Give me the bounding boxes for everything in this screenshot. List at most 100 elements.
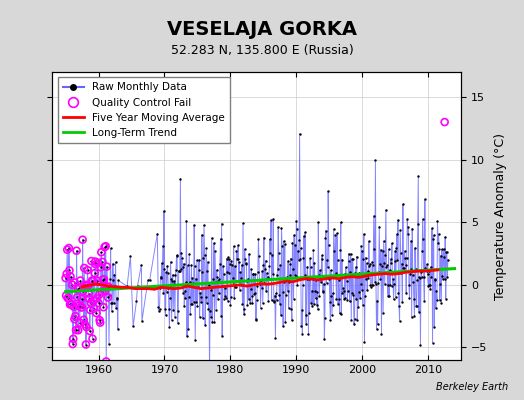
Point: [239, 220, 247, 226]
Point: [286, 261, 294, 267]
Point: [217, 220, 226, 227]
Point: [293, 226, 301, 232]
Point: [318, 256, 326, 262]
Point: [262, 288, 270, 294]
Point: [110, 300, 118, 307]
Point: [264, 298, 272, 304]
Point: [313, 288, 321, 295]
Point: [302, 321, 310, 327]
Point: [345, 298, 354, 305]
Point: [366, 261, 374, 267]
Point: [284, 258, 292, 264]
Point: [68, 301, 76, 308]
Legend: Raw Monthly Data, Quality Control Fail, Five Year Moving Average, Long-Term Tren: Raw Monthly Data, Quality Control Fail, …: [58, 77, 230, 143]
Point: [392, 244, 400, 251]
Point: [441, 276, 449, 282]
Point: [199, 315, 207, 321]
Point: [82, 324, 91, 330]
Point: [295, 237, 303, 243]
Point: [254, 236, 263, 243]
Point: [272, 297, 281, 303]
Point: [432, 305, 440, 311]
Point: [217, 313, 225, 320]
Point: [381, 252, 389, 258]
Point: [107, 308, 116, 314]
Point: [233, 256, 241, 262]
Point: [412, 303, 421, 309]
Point: [255, 253, 263, 260]
Point: [416, 275, 424, 281]
Point: [424, 282, 432, 289]
Point: [300, 272, 309, 278]
Point: [85, 296, 93, 302]
Point: [234, 242, 242, 248]
Point: [97, 249, 105, 256]
Point: [328, 293, 336, 300]
Point: [305, 310, 314, 316]
Point: [99, 304, 107, 310]
Point: [343, 296, 352, 303]
Point: [237, 275, 246, 282]
Point: [422, 267, 431, 274]
Point: [71, 279, 79, 286]
Point: [337, 256, 346, 263]
Point: [303, 275, 312, 281]
Point: [185, 251, 193, 258]
Point: [433, 218, 442, 224]
Point: [72, 248, 81, 254]
Point: [425, 268, 433, 274]
Point: [71, 313, 80, 319]
Point: [240, 311, 248, 318]
Point: [233, 256, 242, 262]
Point: [302, 276, 311, 282]
Point: [201, 322, 209, 328]
Point: [98, 259, 106, 265]
Point: [97, 288, 106, 295]
Point: [219, 283, 227, 290]
Point: [416, 341, 424, 348]
Point: [71, 313, 80, 319]
Point: [230, 243, 238, 250]
Point: [390, 281, 398, 287]
Point: [104, 284, 113, 290]
Point: [275, 292, 283, 298]
Point: [375, 269, 383, 276]
Point: [215, 276, 224, 282]
Point: [204, 258, 212, 265]
Point: [74, 327, 82, 334]
Point: [368, 282, 377, 288]
Point: [67, 301, 75, 307]
Point: [278, 243, 286, 249]
Point: [287, 306, 296, 312]
Point: [442, 248, 451, 255]
Point: [165, 324, 173, 330]
Point: [211, 279, 220, 286]
Point: [205, 369, 214, 376]
Point: [187, 262, 195, 269]
Point: [227, 258, 236, 264]
Point: [273, 272, 281, 278]
Point: [422, 266, 430, 273]
Point: [345, 258, 353, 264]
Point: [68, 282, 77, 288]
Point: [366, 282, 375, 288]
Point: [129, 323, 137, 330]
Point: [87, 258, 95, 264]
Point: [313, 306, 322, 313]
Point: [184, 326, 192, 332]
Point: [222, 255, 231, 262]
Point: [61, 275, 70, 281]
Point: [299, 254, 308, 261]
Point: [164, 284, 172, 291]
Point: [279, 322, 287, 329]
Point: [77, 304, 85, 310]
Point: [377, 247, 385, 253]
Point: [86, 307, 94, 313]
Point: [181, 288, 189, 294]
Point: [292, 218, 300, 224]
Point: [438, 246, 446, 252]
Point: [137, 262, 146, 268]
Point: [95, 292, 103, 298]
Point: [156, 285, 164, 291]
Point: [74, 327, 82, 334]
